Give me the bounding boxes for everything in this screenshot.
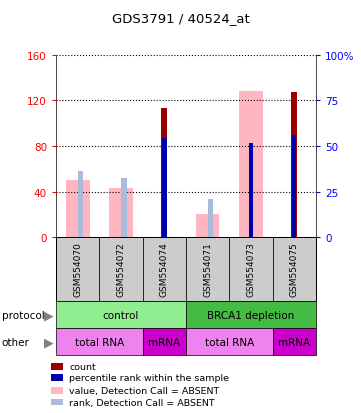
Bar xyxy=(78,172,83,237)
Bar xyxy=(292,135,296,237)
Text: GDS3791 / 40524_at: GDS3791 / 40524_at xyxy=(112,12,249,25)
Bar xyxy=(186,328,273,355)
Text: ▶: ▶ xyxy=(44,335,53,348)
Bar xyxy=(121,178,126,237)
Text: GSM554073: GSM554073 xyxy=(247,242,255,297)
Bar xyxy=(208,200,213,237)
Text: other: other xyxy=(2,337,30,347)
Bar xyxy=(186,237,229,301)
Bar xyxy=(161,109,167,237)
Text: GSM554075: GSM554075 xyxy=(290,242,299,297)
Bar xyxy=(249,143,253,237)
Text: percentile rank within the sample: percentile rank within the sample xyxy=(69,373,229,382)
Bar xyxy=(51,375,62,381)
Bar xyxy=(109,189,133,237)
Text: ▶: ▶ xyxy=(44,309,53,321)
Bar xyxy=(273,328,316,355)
Bar xyxy=(291,93,297,237)
Text: total RNA: total RNA xyxy=(75,337,124,347)
Bar xyxy=(186,301,316,328)
Text: value, Detection Call = ABSENT: value, Detection Call = ABSENT xyxy=(69,386,219,395)
Bar xyxy=(51,399,62,406)
Text: total RNA: total RNA xyxy=(205,337,254,347)
Bar xyxy=(51,387,62,394)
Bar xyxy=(162,139,166,237)
Text: protocol: protocol xyxy=(2,310,44,320)
Text: rank, Detection Call = ABSENT: rank, Detection Call = ABSENT xyxy=(69,398,215,407)
Text: GSM554074: GSM554074 xyxy=(160,242,169,297)
Bar xyxy=(56,328,143,355)
Text: mRNA: mRNA xyxy=(278,337,310,347)
Bar xyxy=(229,237,273,301)
Bar xyxy=(56,237,99,301)
Bar xyxy=(99,237,143,301)
Bar xyxy=(143,237,186,301)
Bar xyxy=(196,215,219,237)
Text: control: control xyxy=(103,310,139,320)
Text: count: count xyxy=(69,362,96,371)
Text: GSM554071: GSM554071 xyxy=(203,242,212,297)
Bar xyxy=(143,328,186,355)
Bar xyxy=(66,181,90,237)
Bar xyxy=(56,301,186,328)
Bar xyxy=(239,92,263,237)
Bar xyxy=(51,363,62,370)
Text: BRCA1 depletion: BRCA1 depletion xyxy=(207,310,295,320)
Text: mRNA: mRNA xyxy=(148,337,180,347)
Text: GSM554070: GSM554070 xyxy=(73,242,82,297)
Bar xyxy=(273,237,316,301)
Text: GSM554072: GSM554072 xyxy=(117,242,125,297)
